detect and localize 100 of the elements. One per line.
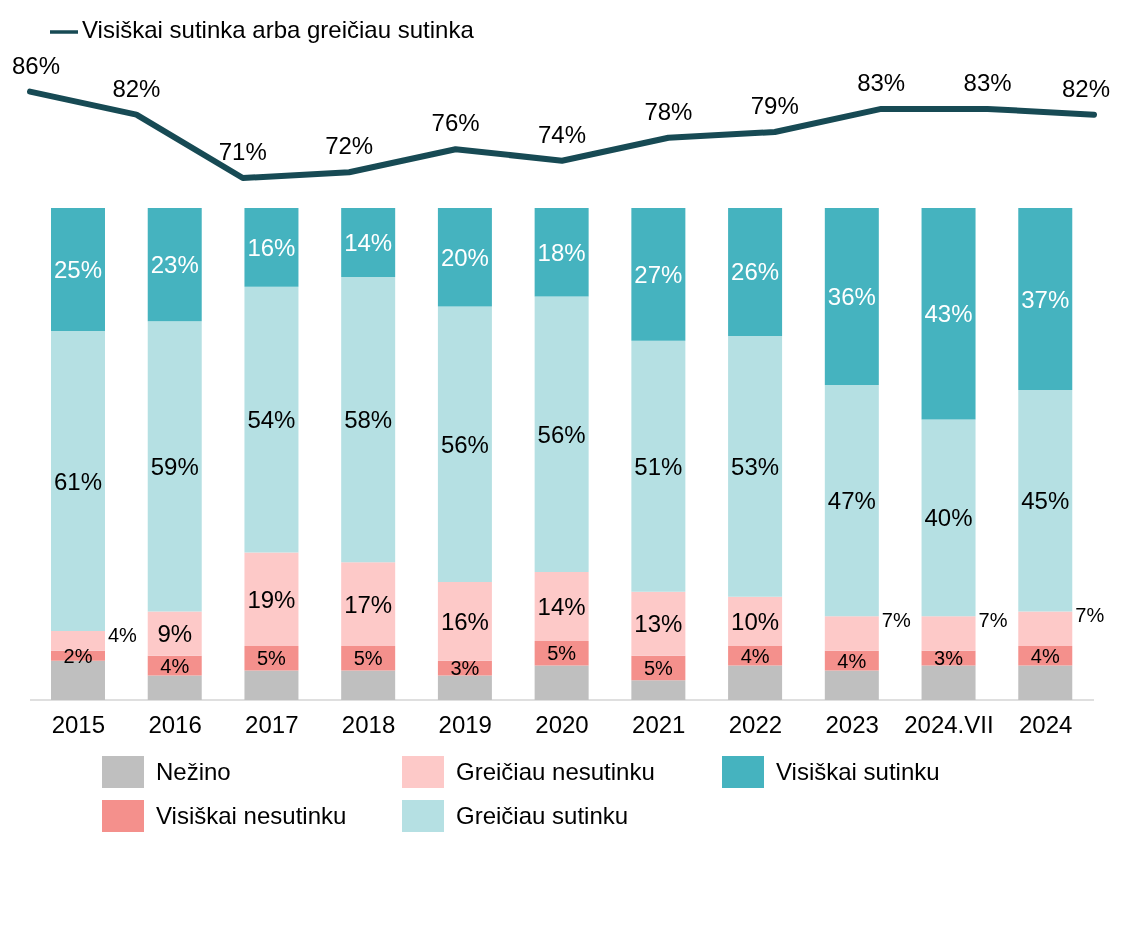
data-label: 27% bbox=[634, 260, 683, 288]
data-label: 82% bbox=[112, 74, 161, 102]
data-label: 4% bbox=[740, 644, 770, 667]
bar bbox=[147, 208, 202, 322]
bar bbox=[824, 385, 879, 617]
data-label: 7% bbox=[881, 609, 911, 632]
x-tick-label: 2018 bbox=[341, 711, 396, 739]
data-label: 74% bbox=[537, 120, 587, 148]
data-label: 23% bbox=[150, 251, 199, 279]
data-label: 43% bbox=[924, 300, 973, 328]
data-label: 56% bbox=[537, 420, 586, 448]
data-label: 76% bbox=[431, 109, 480, 137]
bar bbox=[437, 208, 492, 307]
data-label: 16% bbox=[440, 607, 489, 635]
bar bbox=[921, 419, 976, 617]
bar bbox=[341, 562, 396, 646]
bar bbox=[631, 208, 686, 341]
data-label: 37% bbox=[1021, 285, 1070, 313]
data-label: 59% bbox=[150, 452, 199, 480]
x-tick-label: 2022 bbox=[728, 711, 783, 739]
bar bbox=[728, 208, 783, 336]
data-label: 47% bbox=[827, 487, 876, 515]
data-label: 83% bbox=[963, 68, 1012, 96]
data-label: 78% bbox=[644, 97, 693, 125]
data-label: 4% bbox=[837, 649, 867, 672]
bar bbox=[244, 552, 299, 646]
bar bbox=[534, 296, 589, 573]
bar bbox=[534, 572, 589, 641]
bar bbox=[1018, 208, 1073, 391]
x-tick-label: 2024 bbox=[1018, 711, 1073, 739]
data-label: 20% bbox=[440, 243, 489, 271]
data-label: 10% bbox=[731, 607, 780, 635]
data-label: 83% bbox=[857, 68, 906, 96]
data-label: 13% bbox=[634, 610, 683, 638]
bar bbox=[631, 340, 686, 592]
bar bbox=[437, 581, 492, 661]
bar bbox=[244, 286, 299, 553]
data-label: 36% bbox=[827, 283, 876, 311]
data-label: 58% bbox=[344, 406, 393, 434]
data-label: 54% bbox=[247, 406, 296, 434]
data-label: 5% bbox=[547, 642, 577, 665]
data-label: 5% bbox=[643, 657, 674, 680]
data-label: 4% bbox=[108, 624, 138, 647]
bar bbox=[51, 208, 105, 331]
data-label: 7% bbox=[1075, 604, 1105, 627]
bar bbox=[51, 331, 105, 632]
legend-label: Visiškai sutinka arba greičiau sutinka bbox=[82, 16, 474, 43]
legend-label: Greičiau nesutinku bbox=[456, 758, 655, 786]
bar bbox=[534, 208, 589, 297]
x-tick-label: 2017 bbox=[245, 711, 299, 739]
bar bbox=[51, 631, 105, 651]
data-label: 14% bbox=[537, 593, 586, 621]
data-label: 9% bbox=[157, 620, 193, 648]
data-label: 71% bbox=[218, 138, 267, 165]
bar bbox=[921, 208, 976, 420]
data-label: 72% bbox=[325, 132, 374, 160]
x-tick-label: 2015 bbox=[51, 711, 106, 739]
bar bbox=[728, 335, 783, 597]
bar bbox=[341, 208, 396, 277]
x-tick-label: 2016 bbox=[148, 711, 202, 739]
data-label: 61% bbox=[53, 467, 103, 495]
x-tick-label: 2024.VII bbox=[904, 711, 994, 739]
legend-label: Visiškai nesutinku bbox=[156, 802, 347, 830]
bar bbox=[1018, 390, 1073, 612]
x-tick-label: 2021 bbox=[632, 711, 686, 739]
data-label: 51% bbox=[634, 452, 683, 480]
data-label: 3% bbox=[450, 657, 480, 680]
data-label: 26% bbox=[731, 258, 780, 286]
bar bbox=[824, 208, 879, 386]
data-label: 18% bbox=[537, 238, 586, 266]
data-label: 5% bbox=[257, 647, 287, 670]
bar bbox=[824, 616, 879, 651]
bar bbox=[1018, 611, 1073, 646]
bar bbox=[244, 208, 299, 287]
data-label: 17% bbox=[344, 590, 393, 618]
data-label: 25% bbox=[53, 256, 103, 283]
bar bbox=[341, 276, 396, 563]
bar bbox=[921, 616, 976, 651]
legend-label: Visiškai sutinku bbox=[776, 758, 940, 786]
bar bbox=[437, 306, 492, 582]
legend-label: Greičiau sutinku bbox=[456, 802, 629, 830]
data-label: 7% bbox=[978, 609, 1008, 632]
data-label: 79% bbox=[750, 91, 799, 119]
legend-label: Nežino bbox=[156, 758, 231, 786]
data-label: 5% bbox=[353, 647, 383, 670]
data-label: 3% bbox=[934, 647, 964, 670]
x-tick-label: 2023 bbox=[825, 711, 879, 739]
x-tick-label: 2020 bbox=[535, 711, 589, 739]
data-label: 19% bbox=[247, 585, 296, 613]
data-label: 16% bbox=[247, 233, 296, 261]
data-label: 45% bbox=[1021, 487, 1070, 515]
data-label: 40% bbox=[924, 504, 973, 532]
data-label: 14% bbox=[344, 228, 393, 256]
data-label: 86% bbox=[11, 51, 61, 79]
data-label: 53% bbox=[731, 452, 780, 480]
x-tick-label: 2019 bbox=[438, 711, 492, 739]
data-label: 4% bbox=[1030, 644, 1060, 667]
data-label: 2% bbox=[63, 644, 93, 667]
data-label: 82% bbox=[1061, 74, 1111, 102]
data-label: 56% bbox=[440, 430, 489, 458]
